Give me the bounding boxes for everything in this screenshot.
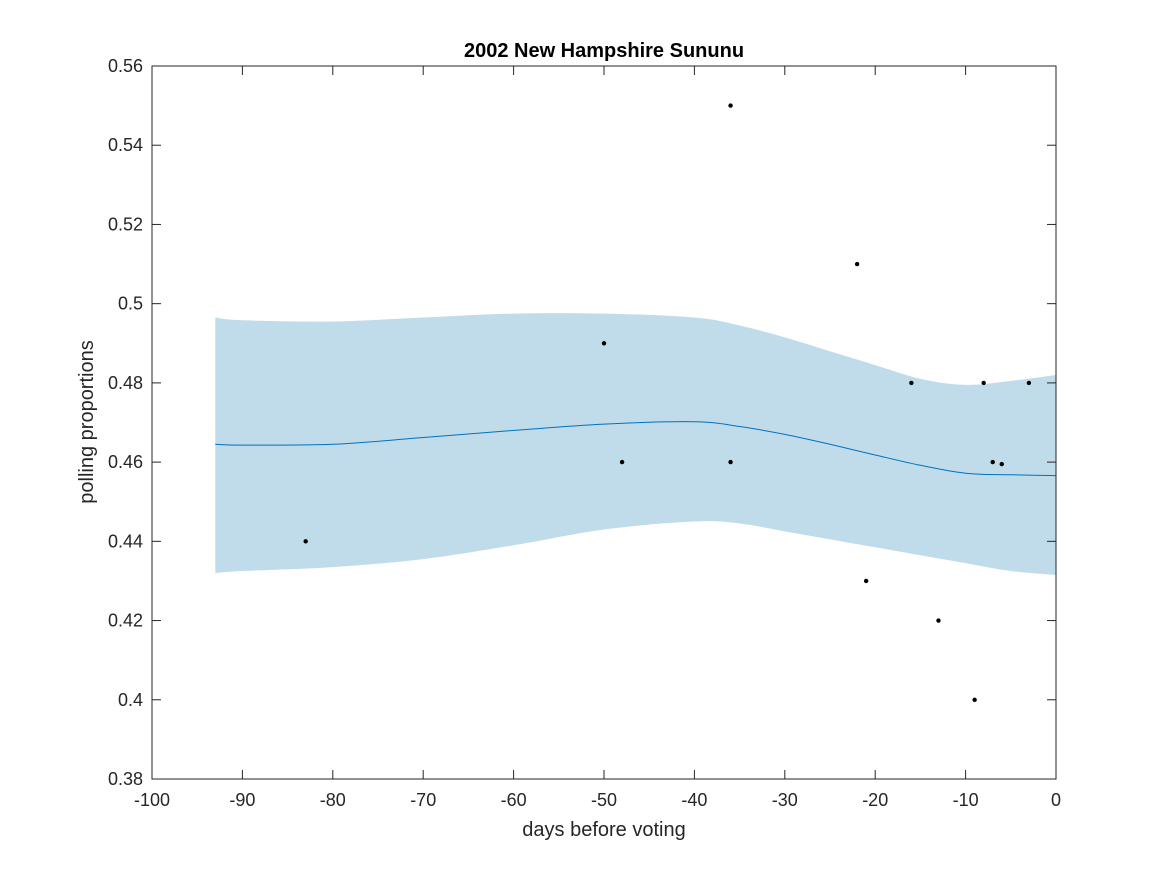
x-tick-label: -30 [772,790,798,810]
x-tick-label: -90 [229,790,255,810]
plot-area: -100 -90 -80 -70 -60 -50 -40 -30 -20 -10 00.380.40… [108,56,1061,810]
x-axis-label: days before voting [522,819,685,841]
y-tick-label: 0.4 [118,690,143,710]
y-tick-label: 0.52 [108,214,143,234]
x-tick-label: -10 [953,790,979,810]
x-tick-label: -20 [862,790,888,810]
data-point [854,261,860,267]
data-point [601,341,607,346]
data-point [909,380,914,386]
x-tick-label: -100 [134,790,170,810]
y-tick-label: 0.44 [108,531,143,551]
confidence-band [215,313,1056,576]
y-tick-label: 0.56 [108,56,143,76]
y-tick-label: 0.46 [108,452,143,472]
fitted-line [215,421,1057,477]
x-tick-label: -60 [501,790,527,810]
y-axis-label: polling proportions [76,340,98,503]
data-point [999,461,1004,467]
y-tick-label: 0.38 [108,769,143,789]
x-tick-label: -70 [410,790,436,810]
data-point [981,380,986,386]
y-tick-label: 0.5 [118,294,143,314]
x-tick-label: -50 [591,790,617,810]
x-tick-label: -80 [320,790,346,810]
data-point [990,459,995,465]
y-tick-label: 0.54 [108,135,143,155]
data-point [619,459,625,465]
y-tick-label: 0.42 [108,611,143,631]
x-tick-label: -40 [681,790,707,810]
data-point [863,578,869,584]
data-point [972,697,977,702]
y-tick-label: 0.48 [108,373,143,393]
data-point [303,539,308,544]
data-point [728,103,733,108]
data-point [936,618,941,623]
x-tick-label: 0 [1051,790,1061,810]
data-point [1026,380,1032,386]
data-point [728,459,733,465]
chart-title: 2002 New Hampshire Sununu [464,40,744,62]
